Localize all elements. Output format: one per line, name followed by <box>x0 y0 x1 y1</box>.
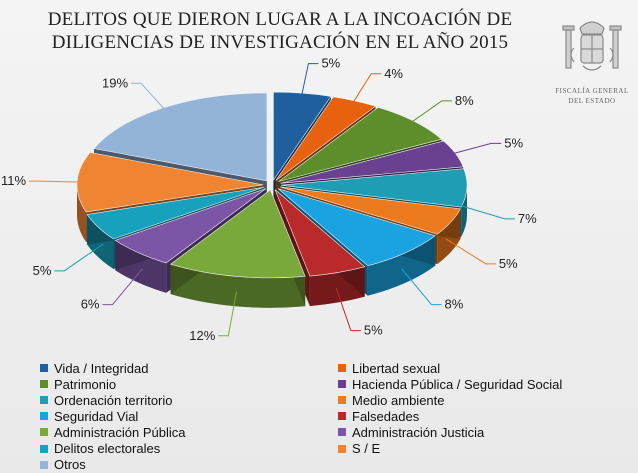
legend-item-ordenacion-territorio: Ordenación territorio <box>40 392 338 408</box>
pie-chart: 5% 4% 8% 5% 7% 5% 8% 5% 12% 6% 5% 11% 19% <box>1 56 537 343</box>
legend-swatch <box>40 364 48 373</box>
leader-line-libertad-sexual <box>352 73 382 104</box>
legend-swatch <box>40 412 48 421</box>
data-label-hacienda-publica-seguridad-social: 5% <box>504 135 523 150</box>
legend-label: Vida / Integridad <box>54 360 149 376</box>
leader-line-patrimonio <box>409 100 452 124</box>
slice-side-ordenacion-territorio <box>461 185 467 238</box>
legend-item-libertad-sexual: Libertad sexual <box>338 360 628 376</box>
leader-line-ordenacion-territorio <box>461 205 515 220</box>
data-label-ordenacion-territorio: 7% <box>518 211 537 226</box>
legend-item-falsedades: Falsedades <box>338 408 628 424</box>
leader-line-s-e <box>29 180 83 183</box>
slice-administracion-publica <box>169 189 306 279</box>
legend-item-s-e: S / E <box>338 440 628 456</box>
data-label-vida-integridad: 5% <box>321 56 340 71</box>
legend-item-hacienda-publica-seguridad-social: Hacienda Pública / Seguridad Social <box>338 376 628 392</box>
legend-swatch <box>338 412 346 421</box>
leader-line-seguridad-vial <box>401 268 442 306</box>
chart-title: DELITOS QUE DIERON LUGAR A LA INCOACIÓN … <box>0 8 560 54</box>
data-label-patrimonio: 8% <box>455 93 474 108</box>
legend-item-delitos-electorales: Delitos electorales <box>40 440 338 456</box>
data-label-administracion-justicia: 6% <box>81 297 100 312</box>
leader-line-medio-ambiente <box>445 238 496 265</box>
slice-medio-ambiente <box>280 186 461 235</box>
legend-item-otros: Otros <box>40 457 338 473</box>
data-label-seguridad-vial: 8% <box>444 297 463 312</box>
legend-swatch <box>338 428 346 437</box>
legend-label: Seguridad Vial <box>54 408 139 424</box>
legend-label: Falsedades <box>352 408 420 424</box>
leader-line-otros <box>131 82 166 111</box>
chart-legend: Vida / Integridad Libertad sexual Patrimon… <box>40 360 630 473</box>
data-label-libertad-sexual: 4% <box>384 66 403 81</box>
legend-swatch <box>40 460 48 469</box>
legend-swatch <box>338 364 346 373</box>
data-label-administracion-publica: 12% <box>189 328 215 343</box>
data-label-falsedades: 5% <box>364 323 383 338</box>
data-label-delitos-electorales: 5% <box>33 263 52 278</box>
leader-line-hacienda-publica-seguridad-social <box>450 142 502 155</box>
legend-swatch <box>338 396 346 405</box>
slice-otros <box>93 92 268 182</box>
legend-item-vida-integridad: Vida / Integridad <box>40 360 338 376</box>
chart-title-line-2: DILIGENCIAS DE INVESTIGACIÓN EN EL AÑO 2… <box>51 32 509 53</box>
logo-caption: FISCALÍA GENERAL DEL ESTADO <box>548 86 636 106</box>
legend-item-patrimonio: Patrimonio <box>40 376 338 392</box>
slice-administracion-justicia <box>114 188 267 264</box>
legend-item-medio-ambiente: Medio ambiente <box>338 392 628 408</box>
slice-libertad-sexual <box>275 96 377 181</box>
legend-label: Hacienda Pública / Seguridad Social <box>352 376 563 392</box>
legend-swatch <box>40 380 48 389</box>
slice-side-administracion-publica <box>170 264 306 308</box>
legend-label: S / E <box>352 441 381 457</box>
legend-swatch <box>338 380 346 389</box>
slice-patrimonio <box>278 106 443 182</box>
legend-label: Libertad sexual <box>352 360 441 376</box>
legend-item-seguridad-vial: Seguridad Vial <box>40 408 338 424</box>
legend-item-administracion-justicia: Administración Justicia <box>338 424 628 440</box>
legend-swatch <box>40 444 48 453</box>
leader-line-administracion-justicia <box>102 268 143 306</box>
slice-delitos-electorales <box>86 186 265 240</box>
leader-line-delitos-electorales <box>54 243 104 272</box>
leader-line-falsedades <box>335 287 361 332</box>
logo-caption-line-1: FISCALÍA GENERAL <box>555 87 629 95</box>
chart-title-line-1: DELITOS QUE DIERON LUGAR A LA INCOACIÓN … <box>47 9 513 30</box>
legend-label: Medio ambiente <box>352 392 445 408</box>
legend-label: Patrimonio <box>54 376 117 392</box>
legend-label: Otros <box>54 457 86 473</box>
data-label-s-e: 11% <box>1 173 26 188</box>
leader-line-vida-integridad <box>301 63 319 96</box>
data-label-medio-ambiente: 5% <box>499 256 518 271</box>
legend-label: Administración Pública <box>54 424 186 440</box>
legend-label: Administración Justicia <box>352 424 485 440</box>
logo-caption-line-2: DEL ESTADO <box>568 97 616 105</box>
leader-line-administracion-publica <box>218 291 237 337</box>
legend-swatch <box>40 396 48 405</box>
slice-falsedades <box>274 189 366 277</box>
legend-label: Ordenación territorio <box>54 392 173 408</box>
slice-hacienda-publica-seguridad-social <box>280 140 464 184</box>
legend-item-administracion-publica: Administración Pública <box>40 424 338 440</box>
data-label-otros: 19% <box>102 75 128 90</box>
legend-label: Delitos electorales <box>54 441 161 457</box>
slice-ordenacion-territorio <box>280 168 468 208</box>
coat-of-arms-logo <box>562 21 622 71</box>
legend-swatch <box>40 428 48 437</box>
legend-swatch <box>338 444 346 453</box>
slice-seguridad-vial <box>277 188 436 267</box>
